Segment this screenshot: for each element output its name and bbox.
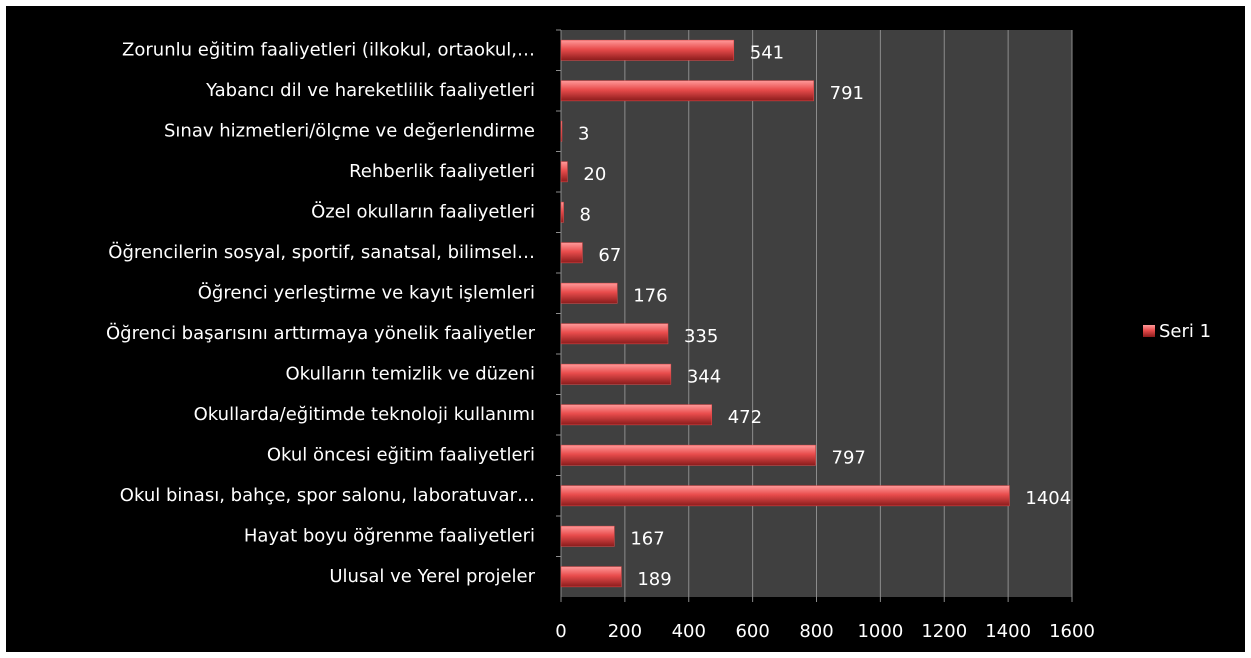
- bar: [560, 39, 735, 61]
- data-label: 8: [580, 204, 591, 225]
- data-label: 791: [830, 83, 864, 104]
- y-tick-label: Ulusal ve Yerel projeler: [329, 566, 535, 587]
- data-label: 335: [684, 326, 718, 347]
- bar: [560, 444, 816, 466]
- bar: [560, 120, 563, 142]
- data-label: 189: [637, 569, 671, 590]
- bar: [560, 282, 618, 304]
- bar: [560, 323, 669, 345]
- x-tick-label: 1400: [985, 621, 1031, 642]
- data-label: 344: [687, 366, 721, 387]
- data-label: 797: [832, 447, 866, 468]
- data-label: 20: [583, 164, 606, 185]
- legend-swatch: [1143, 325, 1155, 337]
- y-tick-label: Zorunlu eğitim faaliyetleri (ilkokul, or…: [122, 39, 535, 60]
- bar: [560, 201, 564, 223]
- x-tick-label: 1600: [1049, 621, 1095, 642]
- legend-label: Seri 1: [1159, 321, 1211, 342]
- y-tick-label: Özel okulların faaliyetleri: [311, 200, 535, 222]
- y-tick-label: Yabancı dil ve hareketlilik faaliyetleri: [205, 80, 535, 101]
- data-label: 1404: [1025, 488, 1071, 509]
- bar: [560, 242, 583, 264]
- bar: [560, 363, 672, 385]
- bar: [560, 404, 712, 426]
- x-tick-label: 400: [672, 621, 706, 642]
- data-label: 541: [750, 42, 784, 63]
- y-tick-label: Öğrenci başarısını arttırmaya yönelik fa…: [106, 322, 536, 344]
- x-tick-label: 1200: [921, 621, 967, 642]
- data-label: 167: [630, 528, 664, 549]
- x-tick-label: 1000: [857, 621, 903, 642]
- bar: [560, 566, 622, 588]
- y-tick-label: Hayat boyu öğrenme faaliyetleri: [244, 525, 535, 546]
- data-label: 176: [633, 285, 667, 306]
- bar: [560, 161, 568, 183]
- x-tick-label: 200: [608, 621, 642, 642]
- y-tick-label: Sınav hizmetleri/ölçme ve değerlendirme: [164, 120, 535, 141]
- bar: [560, 525, 615, 547]
- y-tick-label: Okullarda/eğitimde teknoloji kullanımı: [194, 404, 535, 425]
- y-tick-label: Rehberlik faaliyetleri: [349, 161, 535, 182]
- y-tick-label: Öğrenci yerleştirme ve kayıt işlemleri: [198, 281, 535, 303]
- data-label: 472: [728, 407, 762, 428]
- x-tick-label: 600: [735, 621, 769, 642]
- x-tick-label: 0: [555, 621, 566, 642]
- bar: [560, 485, 1010, 507]
- y-tick-label: Okul binası, bahçe, spor salonu, laborat…: [120, 485, 535, 506]
- y-tick-label: Okul öncesi eğitim faaliyetleri: [267, 444, 535, 465]
- x-tick-label: 800: [799, 621, 833, 642]
- data-label: 67: [598, 245, 621, 266]
- bar: [560, 80, 814, 102]
- data-label: 3: [578, 123, 589, 144]
- y-tick-label: Okulların temizlik ve düzeni: [286, 363, 536, 384]
- y-tick-label: Öğrencilerin sosyal, sportif, sanatsal, …: [108, 241, 535, 263]
